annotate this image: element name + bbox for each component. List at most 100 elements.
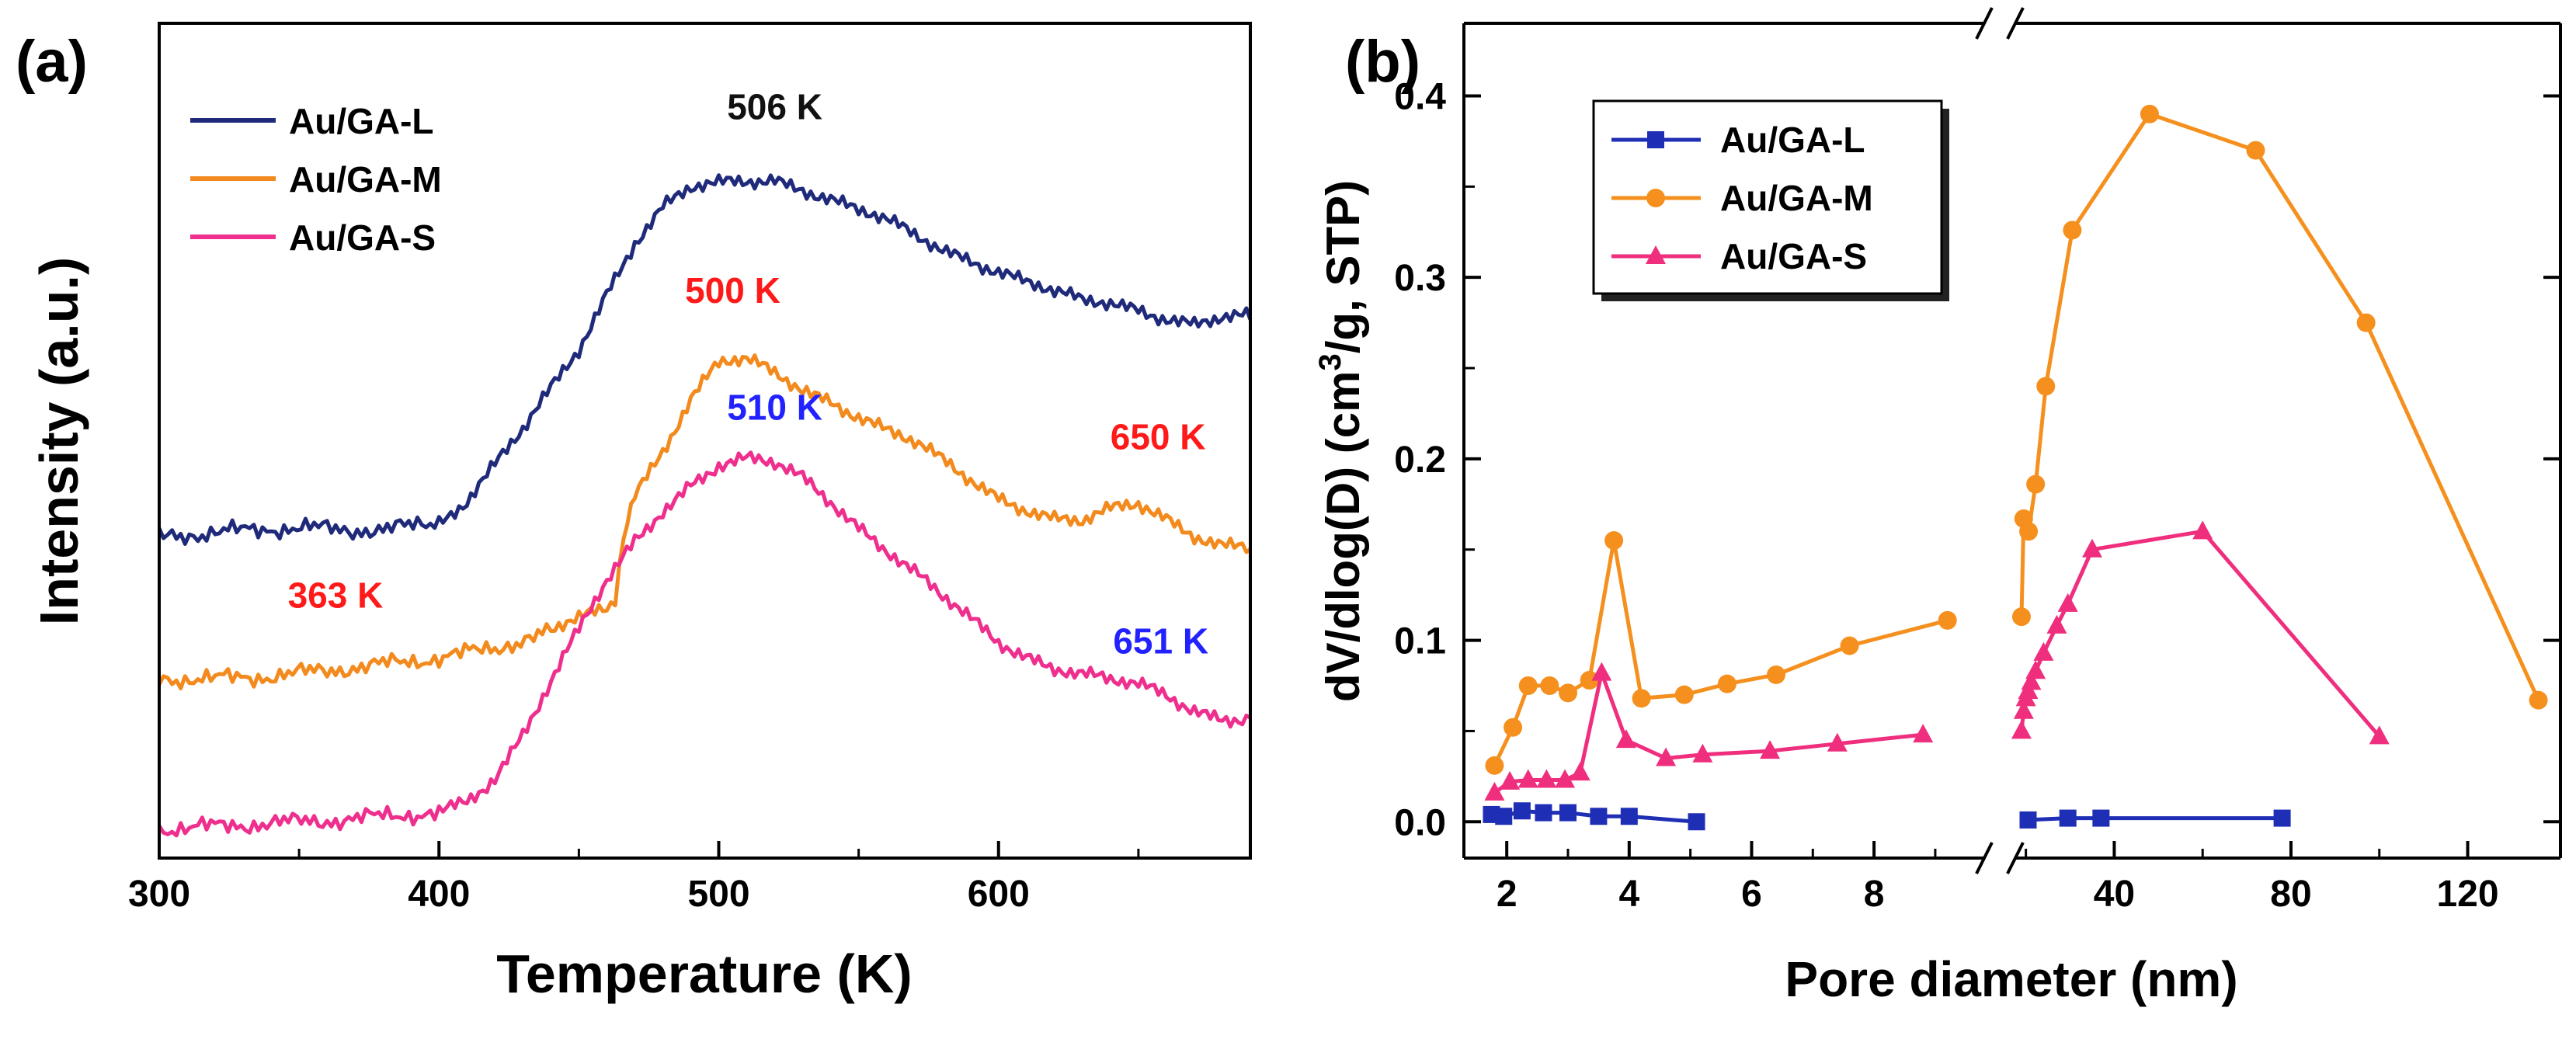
- data-point-au-ga-m: [2246, 141, 2265, 160]
- data-point-au-ga-m: [1540, 676, 1559, 695]
- legend-label-au-ga-l: Au/GA-L: [1720, 120, 1865, 160]
- data-point-au-ga-s: [1570, 762, 1590, 781]
- y-tick-label: 0.4: [1394, 76, 1446, 117]
- data-point-au-ga-m: [1674, 685, 1694, 704]
- data-point-au-ga-s: [1913, 724, 1934, 743]
- panel-a-frame: [158, 22, 1252, 860]
- annotation-510-k: 510 K: [727, 387, 822, 428]
- series-line-au-ga-l-right: [2028, 816, 2282, 822]
- data-point-au-ga-m: [2356, 313, 2376, 332]
- data-point-au-ga-m: [1604, 531, 1624, 551]
- data-point-au-ga-m: [1717, 674, 1736, 693]
- legend-marker-symbol: [1646, 189, 1665, 207]
- data-point-au-ga-m: [2063, 221, 2082, 240]
- panel-b-frame: [1462, 7, 2562, 874]
- data-point-au-ga-l: [2092, 809, 2110, 827]
- x-tick-label: 400: [408, 874, 470, 915]
- data-point-au-ga-s: [1555, 769, 1576, 788]
- data-point-au-ga-m: [2140, 104, 2159, 123]
- data-point-au-ga-s: [1692, 743, 1713, 763]
- x-tick-label: 40: [2094, 874, 2135, 915]
- data-point-au-ga-s: [1517, 769, 1538, 788]
- series-line-au-ga-l: [157, 173, 1253, 546]
- data-point-au-ga-l: [1535, 804, 1552, 822]
- data-point-au-ga-s: [2057, 592, 2078, 612]
- x-tick-label: 120: [2436, 874, 2498, 915]
- legend-label-au-ga-m: Au/GA-M: [1720, 178, 1873, 218]
- panel-b-y-axis-title: dV/dlog(D) (cm3/g, STP): [1313, 180, 1369, 702]
- data-point-au-ga-m: [2019, 522, 2039, 541]
- series-line-au-ga-m: [157, 353, 1252, 691]
- data-point-au-ga-m: [1485, 756, 1504, 775]
- x-tick-label: 6: [1741, 874, 1762, 915]
- data-point-au-ga-s: [2021, 671, 2042, 690]
- data-point-au-ga-l: [1620, 808, 1638, 825]
- y-tick-label: 0.2: [1394, 440, 1446, 481]
- annotation-363-k: 363 K: [288, 575, 384, 616]
- panel-a-x-axis-title: Temperature (K): [496, 943, 912, 1004]
- data-point-au-ga-s: [2046, 614, 2067, 634]
- series-line-au-ga-s: [157, 450, 1252, 838]
- panel-b: (b) 2 4 6 8 40 80 120 0.0 0.1 0.2 0.3 0.4 Pore dia…: [1313, 7, 2562, 1007]
- legend-marker-au-ga-m: [1646, 189, 1665, 207]
- legend-marker-au-ga-l: [1647, 131, 1664, 148]
- data-point-au-ga-m: [2529, 690, 2548, 710]
- data-point-au-ga-s: [1656, 747, 1677, 766]
- y-tick-label: 0.1: [1394, 621, 1446, 662]
- panel-b-legend: Au/GA-L Au/GA-M Au/GA-S: [1592, 99, 1949, 301]
- data-point-au-ga-s: [2369, 725, 2390, 745]
- panel-b-series-layer: [1483, 104, 2548, 831]
- legend-label-au-ga-s: Au/GA-S: [1720, 236, 1867, 276]
- data-point-au-ga-l: [2019, 811, 2037, 829]
- x-tick-label: 300: [128, 874, 190, 915]
- data-point-au-ga-m: [1580, 670, 1599, 690]
- data-point-au-ga-l: [2059, 809, 2077, 827]
- annotation-506-k: 506 K: [727, 87, 822, 127]
- data-point-au-ga-s: [1760, 740, 1781, 759]
- legend-marker-au-ga-s: [1646, 245, 1666, 264]
- y-title-part-1: dV/dlog(D) (cm: [1317, 370, 1369, 702]
- data-point-au-ga-l: [1688, 813, 1705, 831]
- data-point-au-ga-s: [1536, 769, 1557, 788]
- data-point-au-ga-l: [1513, 802, 1531, 820]
- data-point-au-ga-m: [2026, 474, 2046, 494]
- y-title-part-2: /g, STP): [1317, 180, 1369, 353]
- axis-break-top: [1975, 7, 2025, 40]
- data-point-au-ga-m: [1767, 665, 1785, 684]
- x-tick-label: 8: [1864, 874, 1885, 915]
- data-point-au-ga-m: [1518, 676, 1538, 695]
- data-point-au-ga-l: [2273, 809, 2291, 827]
- data-point-au-ga-l: [1559, 804, 1577, 822]
- legend-entry-au-ga-m: Au/GA-M: [1611, 178, 1873, 218]
- data-point-au-ga-s: [1615, 729, 1636, 749]
- data-point-au-ga-s: [2192, 520, 2213, 540]
- data-point-au-ga-m: [2036, 377, 2056, 396]
- data-point-au-ga-l: [1590, 808, 1608, 825]
- legend-label-au-ga-l: Au/GA-L: [289, 101, 434, 141]
- y-title-superscript: 3: [1313, 353, 1347, 370]
- axis-break-mark: [2006, 7, 2025, 40]
- data-point-au-ga-s: [1591, 662, 1612, 681]
- x-tick-label: 500: [687, 874, 749, 915]
- legend-entry-au-ga-s: Au/GA-S: [1611, 236, 1867, 276]
- annotation-651-k: 651 K: [1113, 621, 1208, 662]
- data-point-au-ga-m: [1840, 636, 1859, 655]
- axis-break-mark: [2006, 842, 2025, 874]
- panel-a-label: (a): [16, 29, 88, 95]
- data-point-au-ga-m: [1504, 718, 1523, 737]
- panel-a-x-ticks: 300 400 500 600: [128, 841, 1140, 915]
- x-tick-label: 2: [1497, 874, 1517, 915]
- panel-b-y-ticks: 0.0 0.1 0.2 0.3 0.4: [1394, 76, 2560, 843]
- axis-break-mark: [1975, 842, 1994, 874]
- y-tick-label: 0.3: [1394, 258, 1446, 299]
- panel-b-x-axis-title: Pore diameter (nm): [1785, 951, 2237, 1007]
- legend-entry-au-ga-l: Au/GA-L: [1611, 120, 1865, 160]
- panel-a-legend: Au/GA-L Au/GA-M Au/GA-S: [190, 101, 442, 258]
- data-point-au-ga-s: [2025, 660, 2046, 679]
- legend-label-au-ga-s: Au/GA-S: [289, 217, 436, 258]
- data-point-au-ga-s: [1484, 781, 1505, 801]
- data-point-au-ga-s: [1500, 770, 1521, 790]
- x-tick-label: 600: [968, 874, 1030, 915]
